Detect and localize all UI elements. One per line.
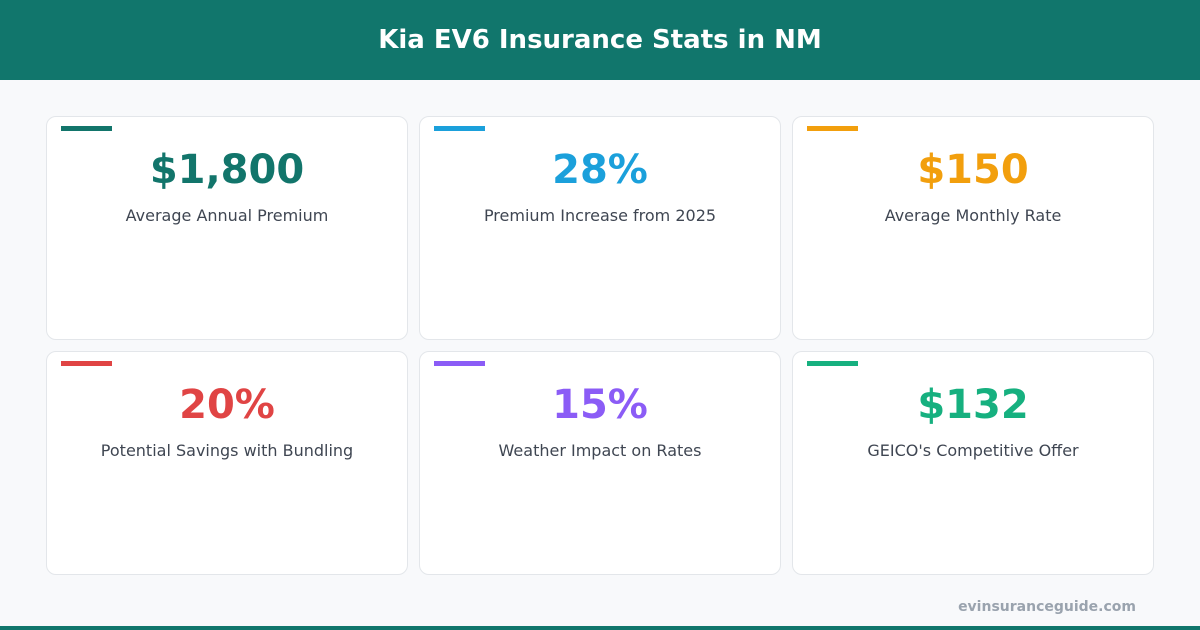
stat-label: Average Annual Premium xyxy=(125,206,329,225)
stat-card: 15% Weather Impact on Rates xyxy=(419,351,781,575)
stat-value: $150 xyxy=(917,147,1029,193)
accent-bar xyxy=(807,361,858,366)
stat-card: 28% Premium Increase from 2025 xyxy=(419,116,781,340)
stat-card: $132 GEICO's Competitive Offer xyxy=(792,351,1154,575)
stat-card: 20% Potential Savings with Bundling xyxy=(46,351,408,575)
accent-bar xyxy=(61,126,112,131)
accent-bar xyxy=(434,126,485,131)
stat-value: 15% xyxy=(552,382,648,428)
header: Kia EV6 Insurance Stats in NM xyxy=(0,0,1200,80)
accent-bar xyxy=(807,126,858,131)
site-name: evinsuranceguide.com xyxy=(958,599,1136,615)
stat-label: Average Monthly Rate xyxy=(884,206,1062,225)
stat-value: $132 xyxy=(917,382,1029,428)
title: Kia EV6 Insurance Stats in NM xyxy=(378,25,822,55)
stat-label: Potential Savings with Bundling xyxy=(100,441,354,460)
stat-label: Premium Increase from 2025 xyxy=(483,206,717,225)
stat-value: $1,800 xyxy=(149,147,305,193)
bottom-bar xyxy=(0,626,1200,630)
stat-value: 28% xyxy=(552,147,648,193)
accent-bar xyxy=(434,361,485,366)
stat-label: Weather Impact on Rates xyxy=(498,441,702,460)
stat-label: GEICO's Competitive Offer xyxy=(867,441,1079,460)
card-grid: $1,800 Average Annual Premium 28% Premium I… xyxy=(46,116,1154,575)
accent-bar xyxy=(61,361,112,366)
stat-card: $150 Average Monthly Rate xyxy=(792,116,1154,340)
stat-card: $1,800 Average Annual Premium xyxy=(46,116,408,340)
stat-value: 20% xyxy=(179,382,275,428)
